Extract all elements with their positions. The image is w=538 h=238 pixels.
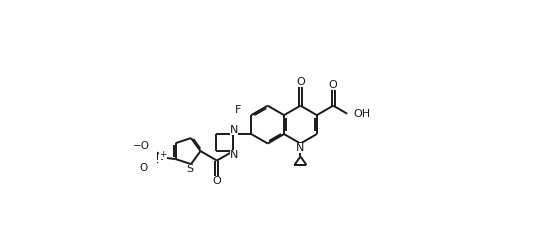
- Text: N: N: [155, 152, 164, 162]
- Text: F: F: [235, 105, 242, 115]
- Text: N: N: [296, 143, 305, 153]
- Text: O: O: [329, 80, 338, 90]
- Text: +: +: [159, 149, 166, 159]
- Text: O: O: [296, 77, 305, 87]
- Text: O: O: [140, 163, 148, 173]
- Text: OH: OH: [353, 109, 370, 119]
- Text: S: S: [186, 164, 194, 174]
- Text: N: N: [230, 150, 238, 160]
- Text: −O: −O: [133, 141, 150, 151]
- Text: N: N: [230, 125, 238, 135]
- Text: O: O: [213, 176, 221, 186]
